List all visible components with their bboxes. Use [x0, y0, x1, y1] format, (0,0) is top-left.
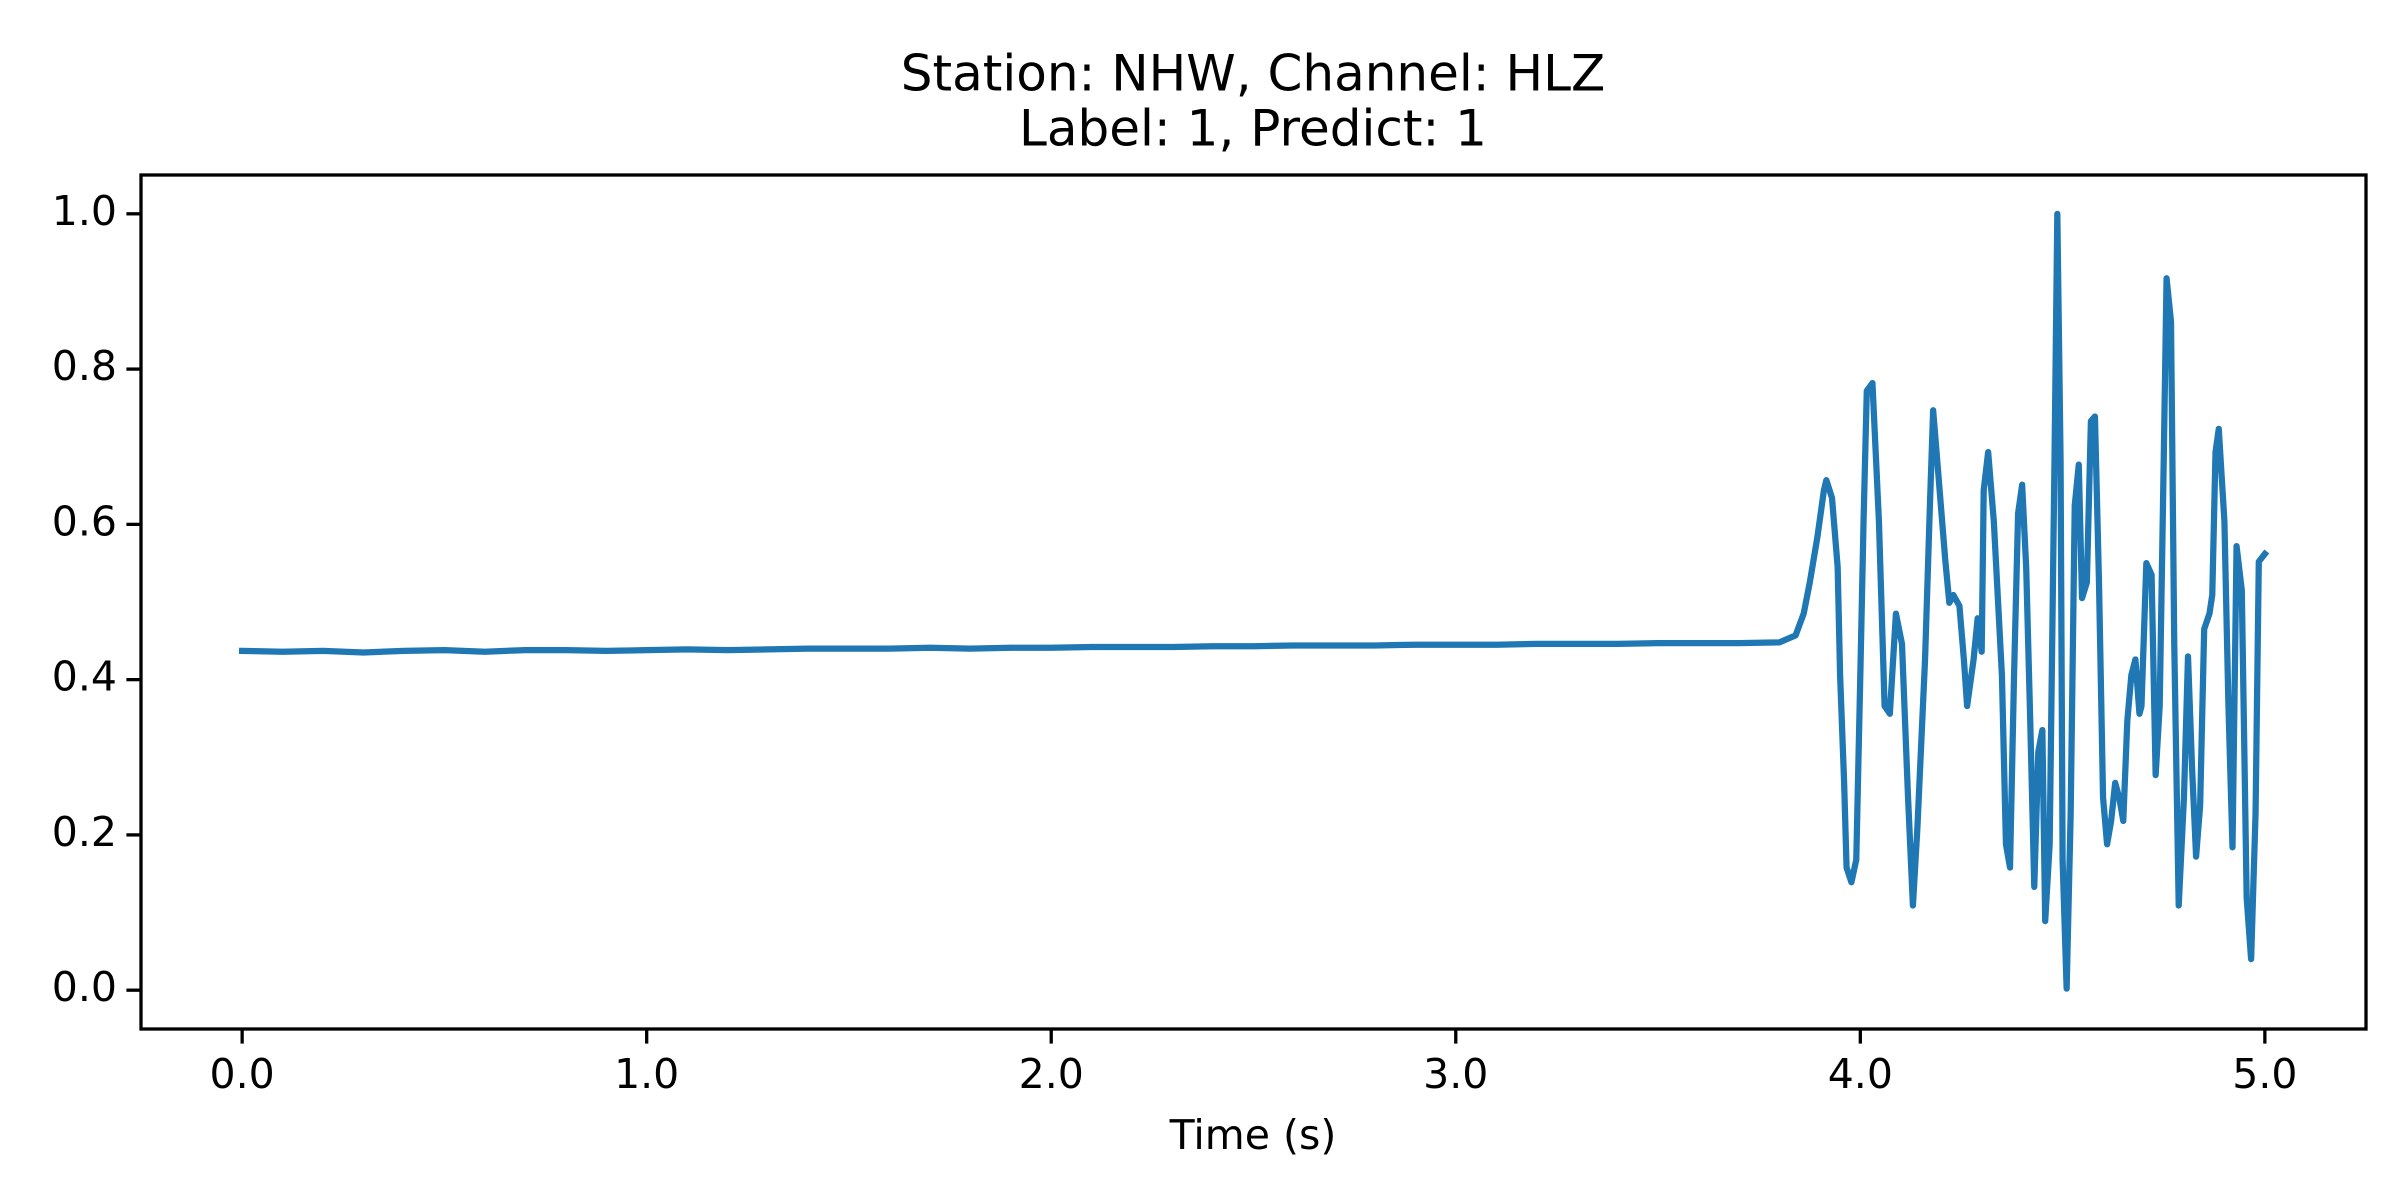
data-line: [238, 210, 2270, 992]
x-tick-label: 2.0: [1019, 1050, 1084, 1098]
y-tick-label: 0.8: [52, 342, 117, 390]
x-tick-label: 3.0: [1423, 1050, 1488, 1098]
x-tick-label: 1.0: [614, 1050, 679, 1098]
y-tick-label: 1.0: [52, 187, 117, 235]
x-tick-label: 5.0: [2232, 1050, 2297, 1098]
y-tick-label: 0.2: [52, 808, 117, 856]
plot-frame: [139, 173, 2368, 1031]
y-tick-label: 0.4: [52, 653, 117, 701]
x-tick-label: 0.0: [210, 1050, 275, 1098]
x-tick-label: 4.0: [1828, 1050, 1893, 1098]
chart-title: Station: NHW, Channel: HLZ: [901, 45, 1605, 103]
y-tick-label: 0.6: [52, 497, 117, 545]
chart-subtitle: Label: 1, Predict: 1: [1019, 100, 1487, 158]
x-axis-label: Time (s): [1169, 1111, 1337, 1159]
y-tick-label: 0.0: [52, 963, 117, 1011]
